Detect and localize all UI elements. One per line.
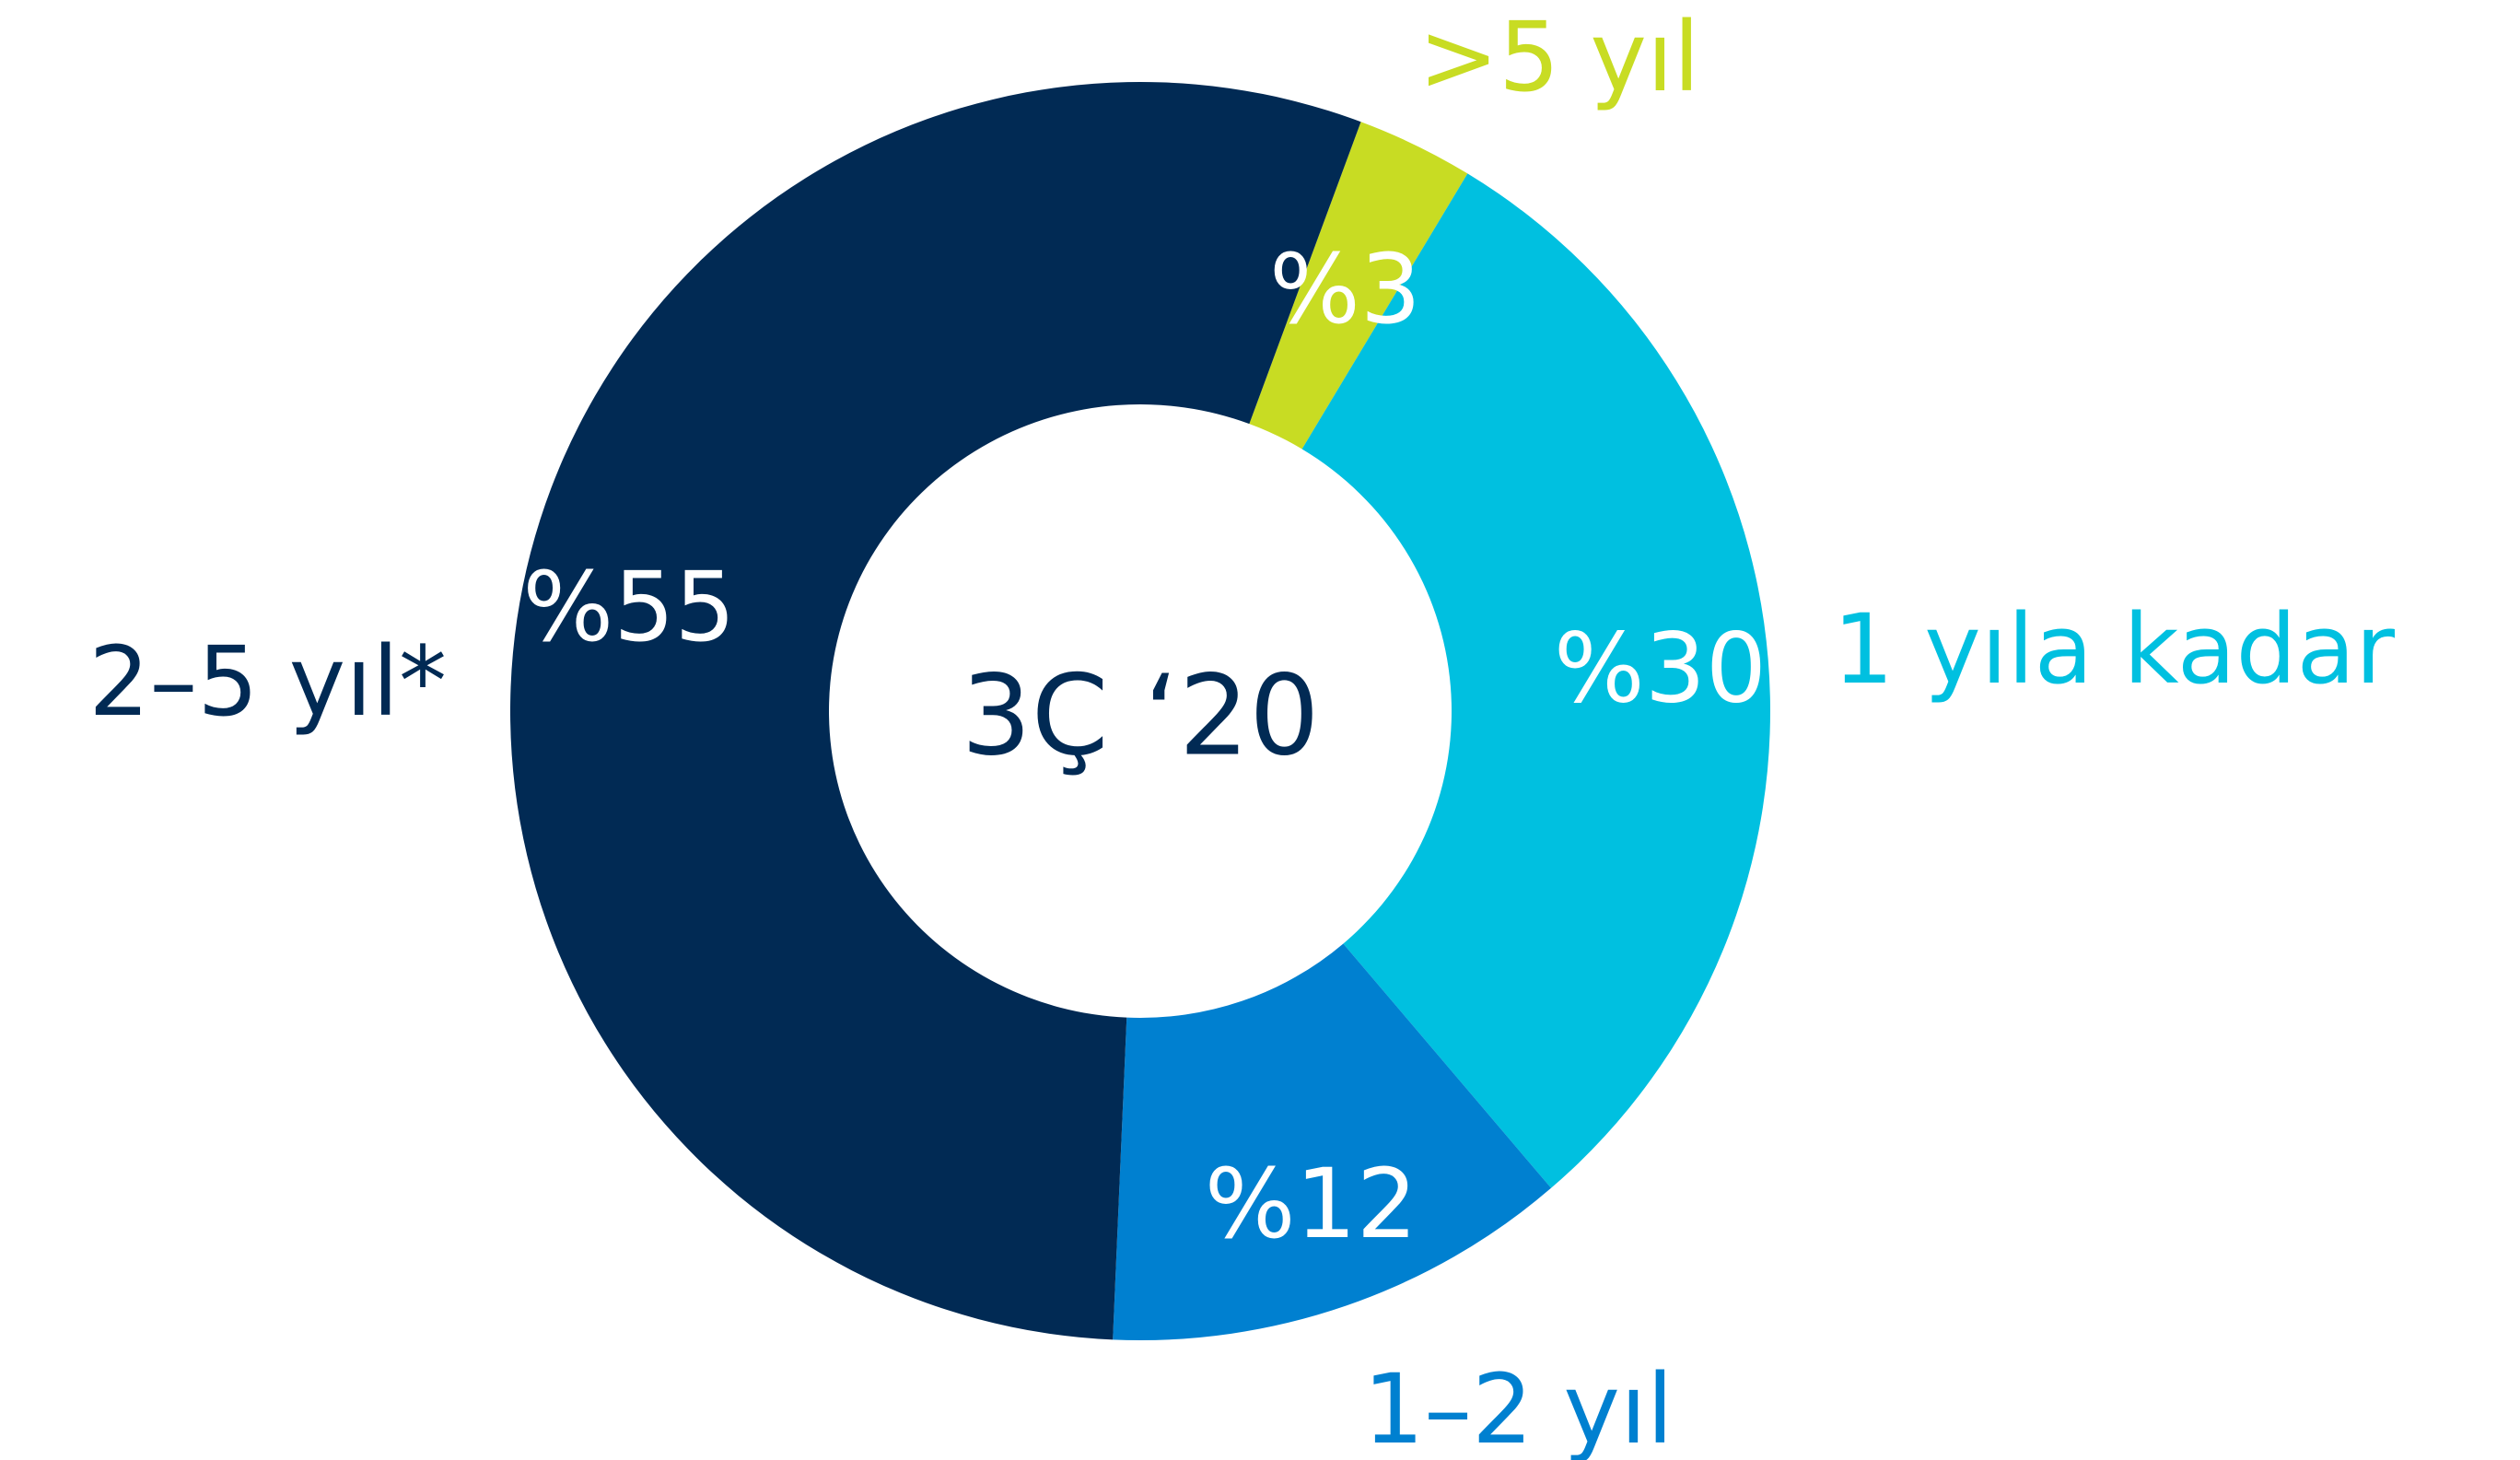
slice-labels: %3 %30 %12 %55 — [522, 233, 1767, 1260]
center-label: 3Ç ‘20 — [961, 653, 1319, 781]
slice-value-label: %3 — [1269, 233, 1421, 345]
slice-4 — [509, 81, 1361, 1340]
slice-2 — [1301, 173, 1770, 1188]
category-label: 1 yıla kadar — [1833, 593, 2395, 706]
slice-1 — [1249, 122, 1468, 450]
slice-value-label: %12 — [1205, 1148, 1418, 1260]
category-label: 2–5 yıl* — [88, 625, 447, 738]
slice-3 — [1113, 943, 1552, 1340]
category-label: 1–2 yıl — [1363, 1353, 1674, 1460]
category-labels: >5 yıl 1 yıla kadar 1–2 yıl 2–5 yıl* — [88, 1, 2395, 1460]
donut-slices — [509, 81, 1770, 1340]
slice-value-label: %30 — [1554, 613, 1767, 725]
category-label: >5 yıl — [1418, 1, 1700, 113]
slice-value-label: %55 — [522, 551, 735, 663]
